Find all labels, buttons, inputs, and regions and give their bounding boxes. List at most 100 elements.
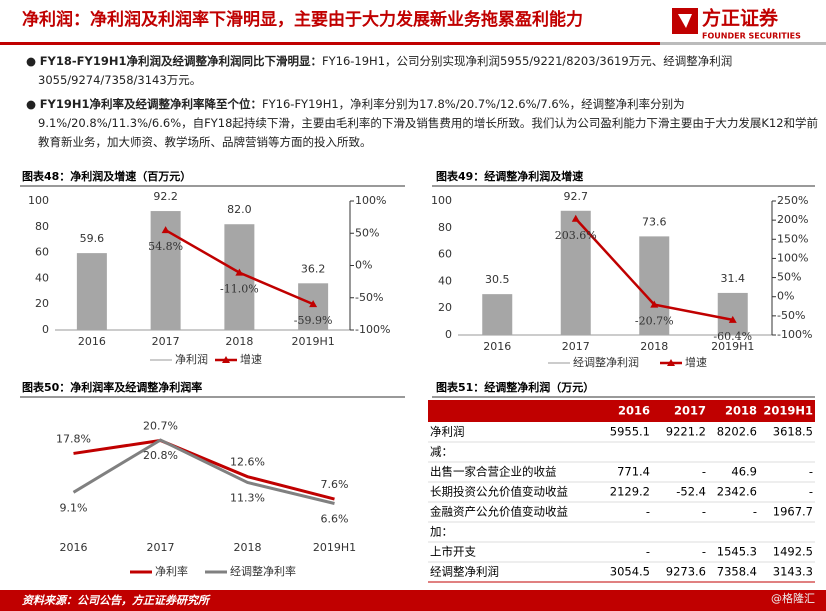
bar-label: 73.6	[642, 215, 667, 228]
column-header: 2017	[674, 404, 706, 418]
table-cell: -52.4	[676, 485, 706, 499]
page-title: 净利润：净利润及利润率下滑明显，主要由于大力发展新业务拖累盈利能力	[22, 9, 583, 30]
y-tick-label: 60	[438, 248, 452, 261]
data-label: 20.7%	[143, 419, 178, 432]
table-cell: -	[646, 505, 650, 519]
row-label: 加：	[430, 525, 453, 539]
data-label: 11.3%	[230, 491, 265, 504]
chart-title: 图表50：净利润率及经调整净利润率	[22, 380, 202, 394]
row-label: 金融资产公允价值变动收益	[430, 505, 568, 519]
bullet-text: FY16-FY19H1，净利率分别为17.8%/20.7%/12.6%/7.6%…	[38, 97, 819, 149]
watermark: @格隆汇	[771, 591, 815, 605]
growth-label: -60.4%	[713, 330, 752, 343]
x-tick-label: 2019H1	[313, 541, 356, 554]
table-cell: 5955.1	[610, 425, 650, 439]
table-title: 图表51：经调整净利润（万元）	[436, 380, 594, 394]
growth-label: -11.0%	[220, 283, 259, 296]
y2-tick-label: 100%	[355, 194, 386, 207]
y-tick-label: 20	[438, 301, 452, 314]
y2-tick-label: 150%	[777, 232, 808, 245]
legend-label: 经调整净利率	[230, 564, 296, 578]
y-tick-label: 100	[431, 194, 452, 207]
row-label: 出售一家合营企业的收益	[430, 465, 557, 479]
row-label: 经调整净利润	[430, 565, 499, 579]
series-line	[73, 438, 335, 501]
data-label: 20.8%	[143, 449, 178, 462]
row-label: 净利润	[430, 425, 465, 439]
y-tick-label: 0	[42, 323, 49, 336]
table-cell: -	[646, 545, 650, 559]
bullet-bold: FY18-FY19H1净利润及经调整净利润同比下滑明显：	[39, 54, 322, 68]
series-line	[72, 438, 335, 505]
x-tick-label: 2019H1	[711, 340, 754, 353]
chart-title: 图表49：经调整净利润及增速	[436, 169, 583, 183]
growth-point	[309, 300, 318, 308]
bar-label: 82.0	[227, 203, 252, 216]
column-header: 2018	[725, 404, 757, 418]
bullet-bold: FY19H1净利率及经调整净利率降至个位：	[39, 97, 263, 111]
column-header: 2019H1	[763, 404, 813, 418]
y2-tick-label: 250%	[777, 194, 808, 207]
legend-label: 净利润	[175, 352, 208, 366]
growth-label: 54.8%	[148, 240, 183, 253]
bullet: ● FY19H1净利率及经调整净利率降至个位：FY16-FY19H1，净利率分别…	[26, 97, 819, 149]
y2-tick-label: -100%	[355, 323, 390, 336]
x-tick-label: 2017	[152, 335, 180, 348]
y-tick-label: 80	[438, 221, 452, 234]
bar-label: 59.6	[80, 232, 105, 245]
table-cell: -	[702, 505, 706, 519]
y2-tick-label: 0%	[777, 290, 794, 303]
column-header: 2016	[618, 404, 650, 418]
table-cell: 3618.5	[773, 425, 813, 439]
y2-tick-label: 50%	[777, 271, 801, 284]
legend-marker	[222, 356, 230, 363]
chart-title: 图表48：净利润及增速（百万元）	[22, 169, 191, 183]
table-cell: -	[702, 545, 706, 559]
table-cell: 771.4	[617, 465, 650, 479]
table-cell: 1492.5	[773, 545, 813, 559]
table-cell: 1967.7	[773, 505, 813, 519]
data-label: 7.6%	[321, 478, 349, 491]
y2-tick-label: -50%	[355, 291, 383, 304]
y-tick-label: 60	[35, 246, 49, 259]
table-cell: 9221.2	[666, 425, 706, 439]
header-rule	[0, 42, 660, 45]
table-cell: -	[702, 465, 706, 479]
bar-label: 92.7	[564, 190, 589, 203]
logo-name: 方正证券	[702, 7, 779, 30]
growth-point	[728, 315, 737, 323]
legend-marker	[667, 359, 675, 366]
y-tick-label: 20	[35, 297, 49, 310]
data-label: 9.1%	[60, 501, 88, 514]
bar-label: 36.2	[301, 262, 326, 275]
x-tick-label: 2018	[234, 541, 262, 554]
footer-source: 资料来源：公司公告，方正证券研究所	[22, 594, 211, 607]
x-tick-label: 2017	[147, 541, 175, 554]
growth-label: -59.9%	[294, 314, 333, 327]
bar	[482, 294, 513, 335]
bar-label: 92.2	[153, 190, 178, 203]
data-label: 6.6%	[321, 512, 349, 525]
bar	[717, 292, 748, 335]
y2-tick-label: 0%	[355, 259, 372, 272]
y-tick-label: 40	[35, 271, 49, 284]
x-tick-label: 2017	[562, 340, 590, 353]
legend-label: 增速	[685, 355, 707, 369]
x-tick-label: 2019H1	[291, 335, 334, 348]
growth-point	[571, 214, 580, 222]
row-label: 长期投资公允价值变动收益	[430, 485, 568, 499]
y-tick-label: 80	[35, 220, 49, 233]
y2-tick-label: -100%	[777, 328, 812, 341]
bullet: ● FY18-FY19H1净利润及经调整净利润同比下滑明显：FY16-19H1，…	[26, 54, 733, 87]
y-tick-label: 0	[445, 328, 452, 341]
table-header	[428, 400, 815, 422]
table-cell: 9273.6	[666, 565, 706, 579]
row-label: 上市开支	[430, 545, 476, 559]
y-tick-label: 100	[28, 194, 49, 207]
bar	[76, 253, 107, 330]
y2-tick-label: 50%	[355, 226, 379, 239]
legend-label: 经调整净利润	[573, 355, 639, 369]
data-label: 12.6%	[230, 456, 265, 469]
y2-tick-label: 100%	[777, 251, 808, 264]
